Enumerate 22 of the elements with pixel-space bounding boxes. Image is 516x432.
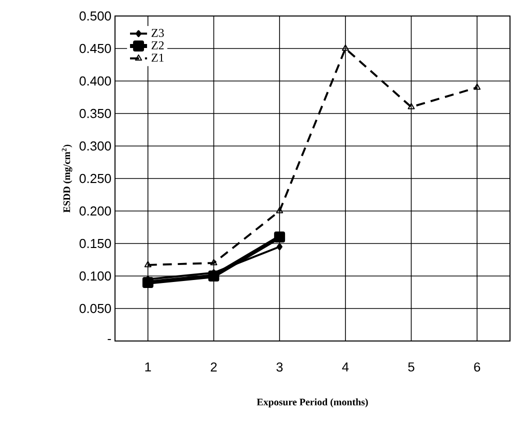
y-tick-label: - bbox=[108, 339, 111, 340]
legend-label: Z3 bbox=[152, 28, 164, 37]
y-tick-label: 0.350 bbox=[80, 108, 111, 118]
y-axis-title: ESDD (mg/cm$^{2}$) bbox=[62, 144, 72, 213]
y-tick-label: 0.500 bbox=[80, 11, 111, 21]
y-tick-label: 0.200 bbox=[80, 206, 111, 216]
x-tick-label: 2 bbox=[210, 362, 217, 372]
x-tick-label: 4 bbox=[342, 362, 349, 372]
y-tick-label: 0.400 bbox=[80, 76, 111, 86]
x-tick-label: 3 bbox=[276, 362, 283, 372]
y-tick-label: 0.050 bbox=[80, 304, 111, 314]
y-tick-label: 0.300 bbox=[80, 141, 111, 151]
y-tick-label: 0.100 bbox=[80, 271, 111, 281]
x-axis-title: Exposure Period (months) bbox=[256, 398, 368, 408]
legend-label: Z1 bbox=[152, 54, 164, 62]
y-tick-label: 0.250 bbox=[80, 174, 111, 184]
x-tick-label: 5 bbox=[408, 362, 414, 372]
legend-label: Z2 bbox=[152, 41, 164, 50]
x-tick-label: 6 bbox=[474, 362, 480, 372]
y-tick-label: 0.150 bbox=[80, 238, 111, 248]
y-tick-label: 0.450 bbox=[80, 44, 111, 54]
x-tick-label: 1 bbox=[145, 362, 151, 372]
